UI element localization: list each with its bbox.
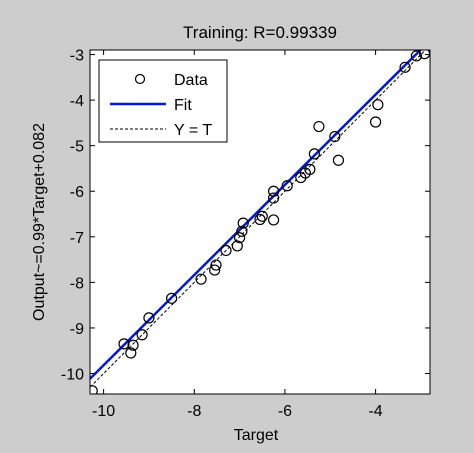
data-point [304,163,316,175]
data-point [143,312,155,324]
data-point [136,329,148,341]
data-point [118,338,130,350]
data-point [209,264,221,276]
data-point [332,154,345,166]
y-tick-label: -6 [70,184,84,201]
data-point [254,213,266,226]
data-point [210,259,222,271]
identity-line [90,50,427,388]
legend-identity-label: Y = T [174,122,212,139]
plot-layer [90,50,430,394]
chart-title: Training: R=0.99339 [183,23,337,42]
data-point [281,180,293,192]
x-tick-label: -6 [278,403,292,420]
data-point [195,273,207,285]
data-point [90,385,98,394]
y-tick-label: -5 [70,139,84,156]
legend: Data Fit Y = T [98,59,228,143]
data-point [231,240,243,252]
data-point [370,116,382,128]
data-point [166,292,178,304]
data-point [268,185,280,197]
legend-fit-label: Fit [174,97,192,114]
data-point [399,61,411,73]
data-point [313,120,325,133]
legend-data-marker [134,73,146,85]
data-point [410,50,422,62]
data-point [268,192,280,204]
y-tick-label: -7 [70,230,84,247]
x-axis-label: Target [234,427,279,444]
y-tick-label: -10 [61,366,84,383]
legend-data-label: Data [174,72,208,89]
data-point [256,210,268,222]
y-tick-label: -4 [70,93,84,110]
legend-box [98,59,228,143]
y-tick-label: -9 [70,321,84,338]
y-tick-label: -8 [70,275,84,292]
data-point [127,339,139,351]
plot-frame [89,49,431,395]
x-tick-label: -4 [368,403,382,420]
data-point [372,99,384,111]
y-axis-label: Output~=0.99*Target+0.082 [31,123,48,321]
data-point [329,130,341,143]
y-tick-label: -3 [70,48,84,65]
x-tick-label: -10 [92,403,115,420]
data-point [234,232,246,244]
data-point [237,217,249,229]
x-tick-label: -8 [187,403,201,420]
axis-ticks: -10 -8 -6 -4 -10 -9 -8 -7 -6 -5 -4 -3 [61,48,430,420]
data-point [220,244,232,257]
data-point [268,214,280,226]
data-point [308,148,320,160]
data-point [236,225,248,237]
data-point [125,347,137,359]
